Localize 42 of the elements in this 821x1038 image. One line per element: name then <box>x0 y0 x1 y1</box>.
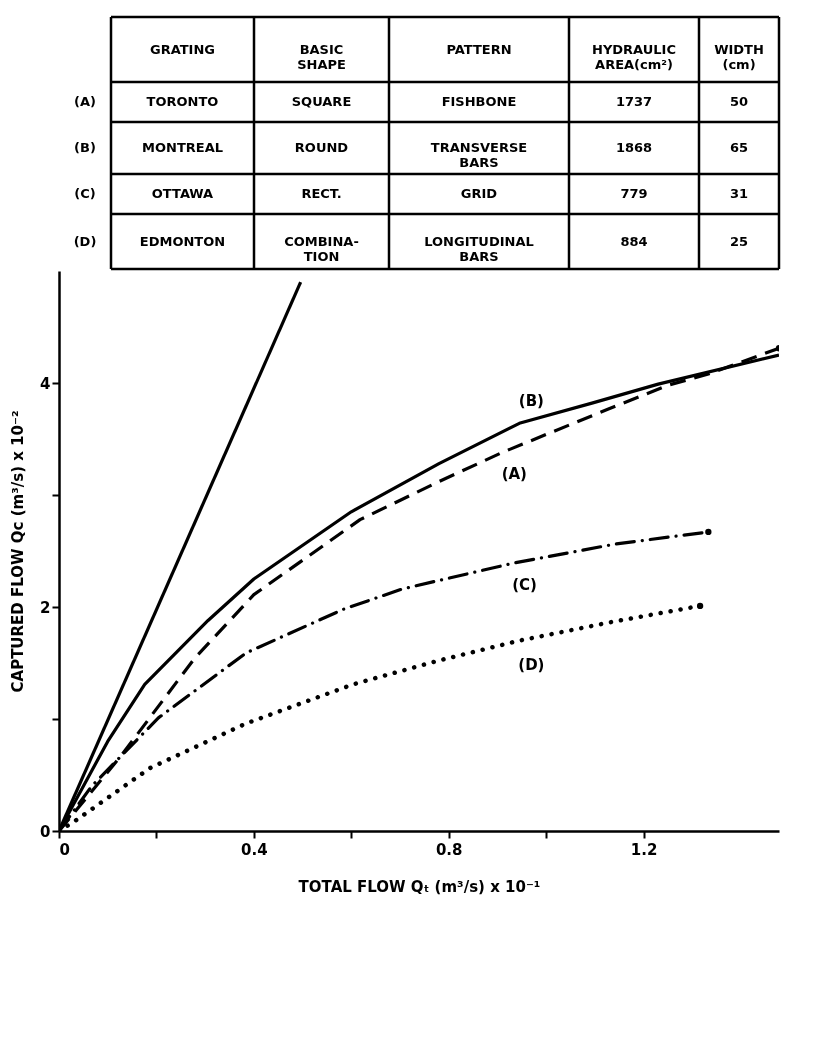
text: MONTREAL <box>142 140 223 155</box>
text: 65 <box>729 140 749 155</box>
text: OTTAWA <box>151 186 214 201</box>
text: TRANSVERSE BARS <box>430 140 528 170</box>
text: PATTERN <box>446 41 512 57</box>
text: BASIC SHAPE <box>297 41 346 72</box>
series-label: (D) <box>518 655 545 674</box>
y-axis-title: CAPTURED FLOW Qc (m³/s) x 10⁻² <box>9 410 28 693</box>
text: HYDRAULIC AREA(cm²) <box>592 41 676 72</box>
text: TORONTO <box>146 94 219 109</box>
text: 50 <box>729 94 749 109</box>
text: 1868 <box>615 140 653 155</box>
text: 25 <box>729 233 749 249</box>
text: (B) <box>74 140 96 155</box>
text: 1737 <box>615 94 653 109</box>
text: (D) <box>73 233 97 249</box>
x-tick-label: 0.8 <box>435 840 463 859</box>
series-label: (C) <box>512 576 537 595</box>
text: GRATING <box>150 41 215 57</box>
text: COMBINA- TION <box>284 233 359 264</box>
text: GRID <box>460 186 498 201</box>
text: EDMONTON <box>139 233 226 249</box>
y-tick-label: 0 <box>40 822 51 841</box>
x-axis-title: TOTAL FLOW Qₜ (m³/s) x 10⁻¹ <box>298 877 541 896</box>
y-tick-label: 2 <box>40 598 51 617</box>
text: LONGITUDINAL BARS <box>424 233 534 264</box>
x-tick-label: 1.2 <box>630 840 658 859</box>
series-label: (B) <box>518 392 544 411</box>
x-tick-label: 0.4 <box>241 840 268 859</box>
text: (C) <box>74 186 96 201</box>
text: 779 <box>620 186 648 201</box>
x-tick-label: 0 <box>59 840 70 859</box>
text: ROUND <box>294 140 349 155</box>
text: WIDTH (cm) <box>714 41 764 72</box>
text: FISHBONE <box>441 94 517 109</box>
text: 31 <box>729 186 749 201</box>
text: 884 <box>620 233 648 249</box>
series-label: (A) <box>501 465 527 484</box>
text: (A) <box>74 94 96 109</box>
text: RECT. <box>301 186 342 201</box>
y-tick-label: 4 <box>40 374 51 393</box>
text: SQUARE <box>291 94 352 109</box>
